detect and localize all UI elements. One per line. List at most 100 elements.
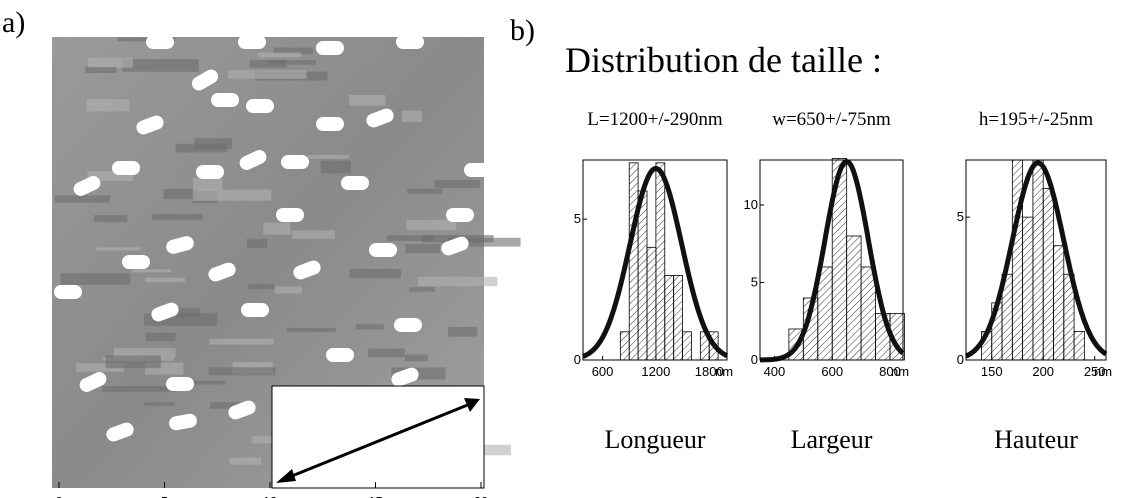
- particle: [293, 260, 321, 280]
- particle: [281, 155, 309, 169]
- particle: [276, 208, 304, 222]
- particle: [441, 236, 469, 256]
- texture: [417, 276, 498, 287]
- texture: [85, 67, 117, 74]
- particle: [106, 422, 134, 442]
- arrow-head: [276, 469, 296, 483]
- chart-title: w=650+/-75nm: [772, 109, 891, 130]
- particle: [446, 208, 474, 222]
- texture: [87, 171, 134, 182]
- bar: [1022, 216, 1034, 361]
- texture: [152, 213, 203, 221]
- particle: [246, 99, 274, 113]
- texture: [210, 402, 241, 409]
- bar: [817, 266, 833, 361]
- plot-frame: [582, 159, 728, 361]
- x-axis-label: Largeur: [791, 425, 873, 454]
- texture: [368, 348, 405, 358]
- texture: [54, 195, 110, 203]
- texture: [405, 244, 440, 254]
- texture: [401, 110, 422, 122]
- axis-unit: nm: [891, 364, 909, 379]
- arrow-head: [464, 398, 480, 412]
- texture: [122, 59, 199, 72]
- texture: [175, 143, 227, 153]
- texture: [286, 327, 337, 332]
- bar: [1011, 159, 1024, 361]
- panel-label: a): [2, 6, 25, 39]
- texture: [434, 179, 481, 188]
- texture: [60, 273, 131, 285]
- particle: [151, 302, 179, 322]
- bar: [1073, 331, 1085, 361]
- texture: [268, 60, 316, 65]
- texture: [355, 324, 384, 330]
- texture: [165, 380, 226, 385]
- bar: [1032, 159, 1044, 361]
- particle: [341, 176, 369, 190]
- texture: [145, 277, 185, 283]
- particle: [239, 150, 267, 170]
- particle: [146, 35, 174, 49]
- particle: [366, 108, 394, 128]
- particle: [369, 243, 397, 257]
- y-tick-label: 5: [957, 209, 964, 224]
- particle: [191, 69, 219, 91]
- particle: [394, 318, 422, 332]
- particle: [73, 176, 101, 196]
- texture: [163, 188, 198, 200]
- texture: [86, 99, 130, 112]
- texture: [113, 348, 176, 358]
- texture: [76, 363, 124, 372]
- texture: [448, 326, 478, 337]
- scale-arrow: [281, 402, 471, 482]
- bar: [619, 331, 630, 361]
- texture: [407, 188, 443, 195]
- texture: [320, 160, 351, 174]
- texture: [249, 59, 287, 68]
- bar: [673, 275, 683, 361]
- texture: [88, 57, 133, 68]
- texture: [263, 222, 291, 235]
- texture: [292, 230, 335, 239]
- fit-curve: [582, 165, 728, 359]
- particle: [196, 165, 224, 179]
- y-tick-label: 10: [744, 197, 758, 212]
- texture: [246, 238, 268, 248]
- texture: [406, 219, 457, 230]
- texture: [229, 457, 262, 465]
- texture: [95, 247, 141, 251]
- x-tick-label: 150: [981, 364, 1003, 379]
- particle: [464, 163, 492, 177]
- x-tick-label: 0: [55, 494, 62, 498]
- x-axis-label: Hauteur: [994, 425, 1078, 454]
- texture: [349, 95, 386, 106]
- fit-curve: [965, 160, 1108, 359]
- bar: [637, 190, 648, 361]
- texture: [404, 354, 429, 362]
- texture: [307, 154, 350, 159]
- x-tick-label: 400: [764, 364, 786, 379]
- texture: [192, 189, 272, 201]
- texture: [208, 367, 276, 376]
- axis-unit: nm: [715, 364, 733, 379]
- y-tick-label: 0: [751, 352, 758, 367]
- x-tick-label: 20: [474, 494, 488, 498]
- bar: [628, 162, 639, 361]
- particle: [79, 372, 107, 392]
- x-tick-label: 600: [592, 364, 614, 379]
- particle: [166, 377, 194, 391]
- texture: [146, 332, 176, 342]
- x-tick-label: 10: [263, 494, 277, 498]
- texture: [257, 52, 302, 58]
- particle: [391, 367, 419, 387]
- chart-title: h=195+/-25nm: [979, 109, 1094, 130]
- texture: [274, 286, 303, 294]
- y-tick-label: 5: [751, 274, 758, 289]
- y-tick-label: 0: [574, 352, 581, 367]
- texture: [132, 269, 171, 273]
- particle: [112, 161, 140, 175]
- x-tick-label: 5: [161, 494, 168, 498]
- bar: [1053, 245, 1065, 361]
